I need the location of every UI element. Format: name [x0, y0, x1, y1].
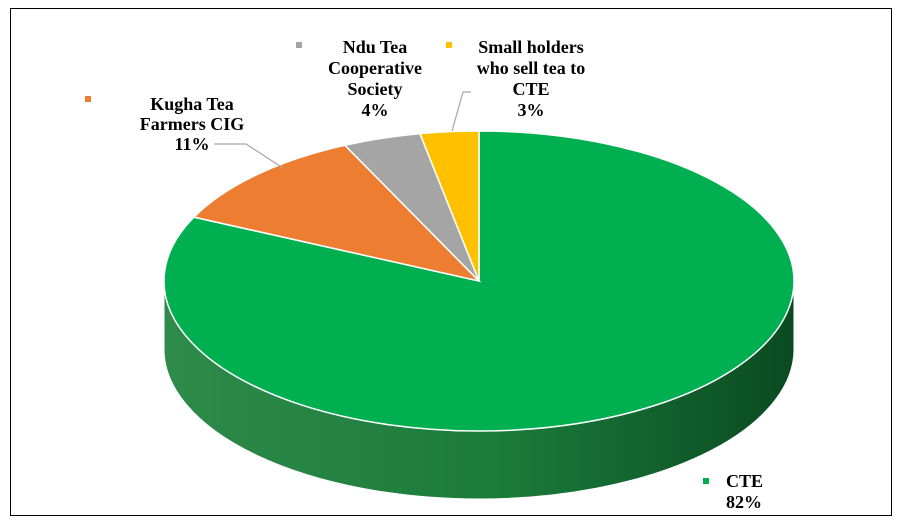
legend-marker-2: [296, 42, 302, 48]
pie-slice-1: [192, 144, 482, 283]
slice-name-label-2: Cooperative: [328, 58, 422, 78]
slice-name-label-3: CTE: [512, 79, 549, 99]
slice-name-label-1: Kugha Tea: [150, 94, 234, 114]
slice-name-label-0: CTE: [726, 471, 763, 491]
legend-marker-0: [703, 478, 709, 484]
slice-percent-label-2: 4%: [362, 100, 389, 120]
slice-name-label-3: who sell tea to: [477, 58, 585, 78]
slice-name-label-3: Small holders: [478, 37, 584, 57]
slice-percent-label-0: 82%: [726, 492, 762, 512]
leader-line-3: [451, 91, 471, 132]
leader-line-1: [214, 143, 284, 169]
slice-percent-label-3: 3%: [518, 100, 545, 120]
slice-name-label-1: Farmers CIG: [140, 114, 244, 134]
pie-slice-3: [418, 130, 480, 282]
slice-name-label-2: Society: [348, 79, 403, 99]
legend-marker-3: [446, 42, 452, 48]
legend-marker-1: [85, 96, 91, 102]
slice-name-label-2: Ndu Tea: [343, 37, 408, 57]
slice-percent-label-1: 11%: [174, 134, 209, 154]
